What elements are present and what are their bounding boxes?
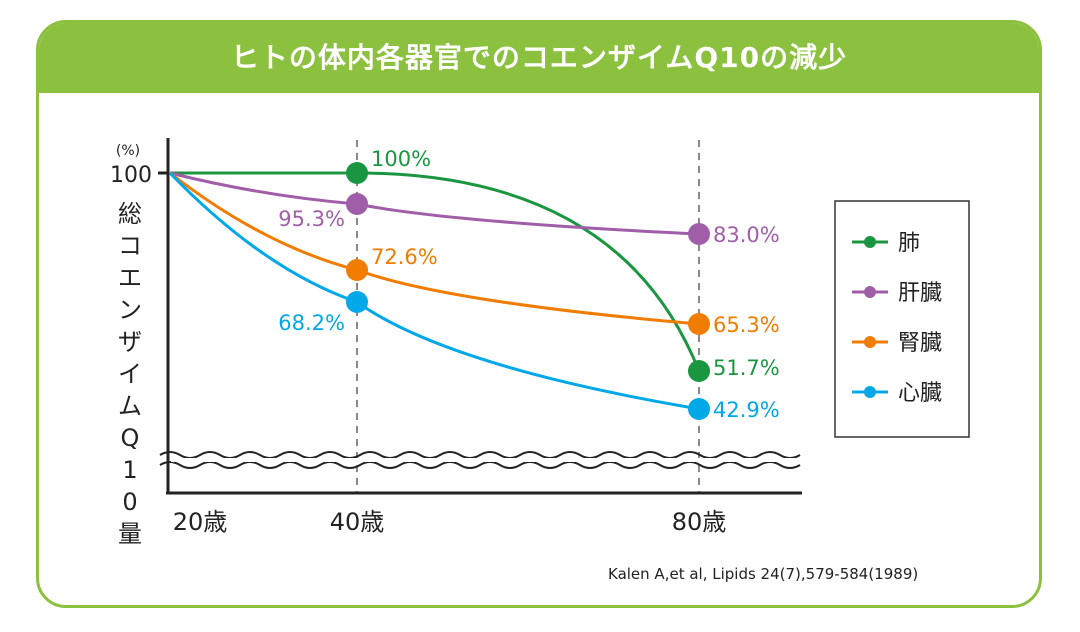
data-point [346, 291, 368, 313]
y-axis-label-char: Q [121, 424, 140, 452]
y-axis-label-char: コ [118, 232, 142, 260]
y-axis-label-char: ザ [118, 328, 142, 356]
y-unit: (%) [116, 143, 140, 159]
legend-label: 心臓 [898, 381, 942, 406]
data-label: 65.3% [713, 313, 780, 337]
legend-box [834, 200, 970, 438]
y-axis-label-char: 0 [122, 488, 137, 516]
y-axis-label-char: ム [118, 392, 142, 420]
data-point [688, 223, 710, 245]
source-citation: Kalen A,et al, Lipids 24(7),579-584(1989… [608, 565, 919, 583]
y-axis-label-char: 1 [122, 456, 137, 484]
axis-break [159, 451, 801, 459]
series-line [169, 171, 700, 236]
data-label: 83.0% [713, 223, 780, 247]
chart-title: ヒトの体内各器官でのコエンザイムQ10の減少 [39, 23, 1039, 93]
legend-marker [864, 236, 876, 248]
y-axis-label-char: イ [118, 360, 142, 388]
data-label: 51.7% [713, 356, 780, 380]
data-label: 72.6% [371, 245, 438, 269]
legend-label: 肝臓 [898, 281, 942, 306]
x-tick-label: 80歳 [672, 508, 727, 536]
x-tick-label: 20歳 [173, 508, 228, 536]
axis-break-gap [171, 458, 800, 462]
data-label: 100% [371, 147, 431, 171]
y-axis-label-char: ン [118, 296, 142, 324]
data-point [346, 259, 368, 281]
data-point [346, 193, 368, 215]
data-label: 42.9% [713, 398, 780, 422]
legend-marker [864, 286, 876, 298]
y-axis-label-char: エ [118, 264, 142, 292]
data-point [346, 162, 368, 184]
legend-marker [864, 336, 876, 348]
legend-label: 肺 [898, 231, 920, 256]
y-tick-label: 100 [110, 163, 152, 188]
x-tick-label: 40歳 [330, 508, 385, 536]
data-point [688, 360, 710, 382]
y-axis-label-char: 総 [118, 200, 142, 228]
data-point [688, 398, 710, 420]
data-point [688, 313, 710, 335]
axis-break [159, 461, 801, 469]
data-label: 95.3% [278, 207, 345, 231]
data-label: 68.2% [278, 311, 345, 335]
series-line [170, 171, 701, 372]
series-line [168, 171, 700, 411]
legend-marker [864, 386, 876, 398]
y-axis-label-char: 量 [118, 520, 142, 548]
legend-label: 腎臓 [898, 331, 942, 356]
